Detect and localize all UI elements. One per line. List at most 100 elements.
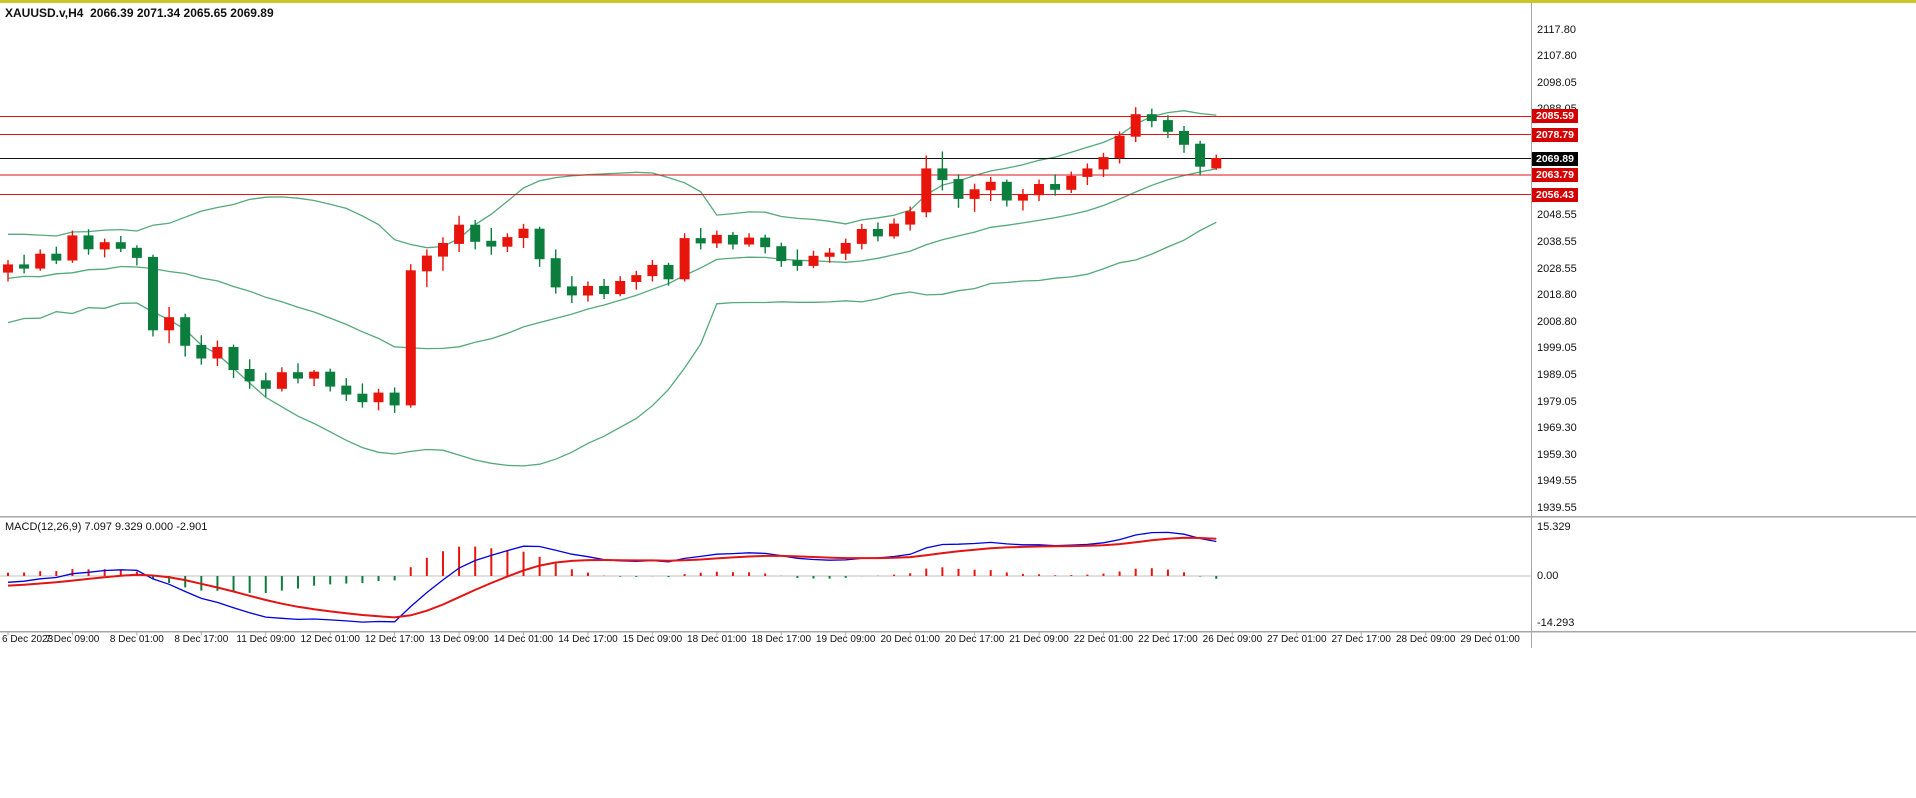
candle: [921, 168, 932, 213]
time-axis-label: 29 Dec 01:00: [1460, 634, 1520, 645]
candle: [1082, 168, 1093, 177]
candle: [244, 369, 255, 382]
time-axis-label: 8 Dec 01:00: [109, 634, 164, 645]
candle: [180, 317, 191, 346]
time-axis-label: 20 Dec 01:00: [880, 634, 940, 645]
candle: [679, 238, 690, 280]
candle: [341, 385, 352, 395]
candle: [872, 229, 883, 237]
candle: [760, 237, 771, 248]
candle: [695, 238, 706, 244]
candle: [1098, 157, 1109, 170]
time-axis-label: 18 Dec 01:00: [687, 634, 747, 645]
macd-signal-line: [7, 536, 1217, 619]
candle: [164, 317, 175, 331]
window-top-strip: [0, 0, 1916, 3]
candle: [502, 237, 513, 247]
candle: [711, 234, 722, 244]
price-axis-label: 2018.80: [1537, 289, 1577, 301]
candle: [631, 275, 642, 283]
candle: [1001, 181, 1012, 201]
candle: [792, 260, 803, 266]
macd-axis[interactable]: 15.329 0.00 -14.293: [1531, 518, 1916, 631]
candle: [1195, 143, 1206, 167]
time-axis[interactable]: 6 Dec 2023 7 Dec 09:00 8 Dec 01:00 8 Dec 17…: [0, 634, 1531, 649]
candle: [373, 392, 384, 403]
candle: [1066, 175, 1077, 190]
hline-price-badge: 2063.79: [1532, 167, 1578, 182]
candle: [534, 228, 545, 260]
candle: [1162, 120, 1173, 132]
bollinger-bands: [7, 110, 1217, 467]
macd-axis-label: 0.00: [1537, 570, 1559, 582]
candle: [35, 253, 46, 269]
time-axis-label: 21 Dec 09:00: [1009, 634, 1069, 645]
time-axis-label: 27 Dec 01:00: [1267, 634, 1327, 645]
bollinger-middle-band: [7, 168, 1217, 350]
candle: [1179, 130, 1189, 145]
price-axis-label: 2028.55: [1537, 262, 1577, 275]
chart-ohlc-title: XAUUSD.v,H4 2066.39 2071.34 2065.65 2069…: [5, 6, 274, 20]
candle: [1130, 114, 1141, 137]
time-axis-label: 13 Dec 09:00: [429, 634, 489, 645]
price-axis-label: 1969.30: [1537, 421, 1577, 434]
macd-axis-label: -14.293: [1537, 617, 1575, 629]
macd-histogram: [7, 546, 1218, 593]
candle: [889, 223, 899, 237]
time-axis-label: 12 Dec 01:00: [300, 634, 360, 645]
candle: [905, 211, 916, 225]
candle: [1146, 114, 1157, 122]
time-axis-label: 15 Dec 09:00: [622, 634, 683, 645]
candle: [1114, 135, 1125, 159]
candle: [615, 281, 626, 295]
price-axis-label: 1949.55: [1537, 474, 1577, 487]
candle: [212, 347, 223, 359]
time-axis-label: 6 Dec 2023: [2, 634, 54, 645]
candle: [438, 243, 448, 257]
candle: [599, 285, 610, 295]
candle: [3, 264, 13, 273]
candle: [228, 347, 239, 370]
price-axis-label: 1999.05: [1537, 341, 1577, 354]
candle: [19, 264, 30, 269]
candle: [1211, 158, 1222, 169]
candle: [67, 235, 78, 261]
time-axis-label: 12 Dec 17:00: [364, 634, 425, 645]
bid-price-badge: 2069.89: [1532, 151, 1578, 166]
candle: [744, 237, 755, 245]
candle: [550, 258, 561, 288]
macd-indicator-label: MACD(12,26,9) 7.097 9.329 0.000 -2.901: [5, 521, 208, 533]
price-axis-label: 1979.05: [1537, 395, 1577, 408]
price-axis-label: 1989.05: [1537, 368, 1577, 381]
candle: [357, 393, 368, 403]
time-axis-label: 28 Dec 09:00: [1395, 634, 1456, 645]
price-axis-label: 2117.80: [1537, 23, 1576, 36]
macd-axis-label: 15.329: [1537, 521, 1571, 533]
candle: [276, 372, 287, 389]
candle: [1034, 184, 1044, 196]
candle: [583, 285, 593, 296]
time-axis-label: 22 Dec 17:00: [1138, 634, 1198, 645]
candle: [454, 224, 465, 244]
candle: [953, 179, 964, 199]
price-axis-label: 1939.55: [1537, 501, 1577, 514]
time-axis-label: 26 Dec 09:00: [1202, 634, 1263, 645]
time-axis-label: 18 Dec 17:00: [751, 634, 812, 645]
candle: [309, 371, 320, 379]
price-axis[interactable]: 2117.802107.802098.052088.052048.552038.…: [1531, 0, 1916, 648]
bollinger-upper-band: [8, 110, 1217, 249]
candle: [115, 242, 126, 249]
candle: [196, 344, 207, 359]
time-axis-label: 22 Dec 01:00: [1073, 634, 1134, 645]
hline-price-badge: 2085.59: [1532, 109, 1578, 124]
candle: [840, 243, 851, 254]
candle: [131, 247, 142, 258]
candle: [663, 264, 674, 280]
time-axis-label: 27 Dec 17:00: [1331, 634, 1391, 645]
candle: [325, 371, 336, 387]
time-axis-label: 20 Dec 17:00: [944, 634, 1005, 645]
time-axis-label: 14 Dec 01:00: [493, 634, 554, 645]
candle: [727, 234, 738, 245]
hline-price-badge: 2056.43: [1532, 187, 1578, 202]
